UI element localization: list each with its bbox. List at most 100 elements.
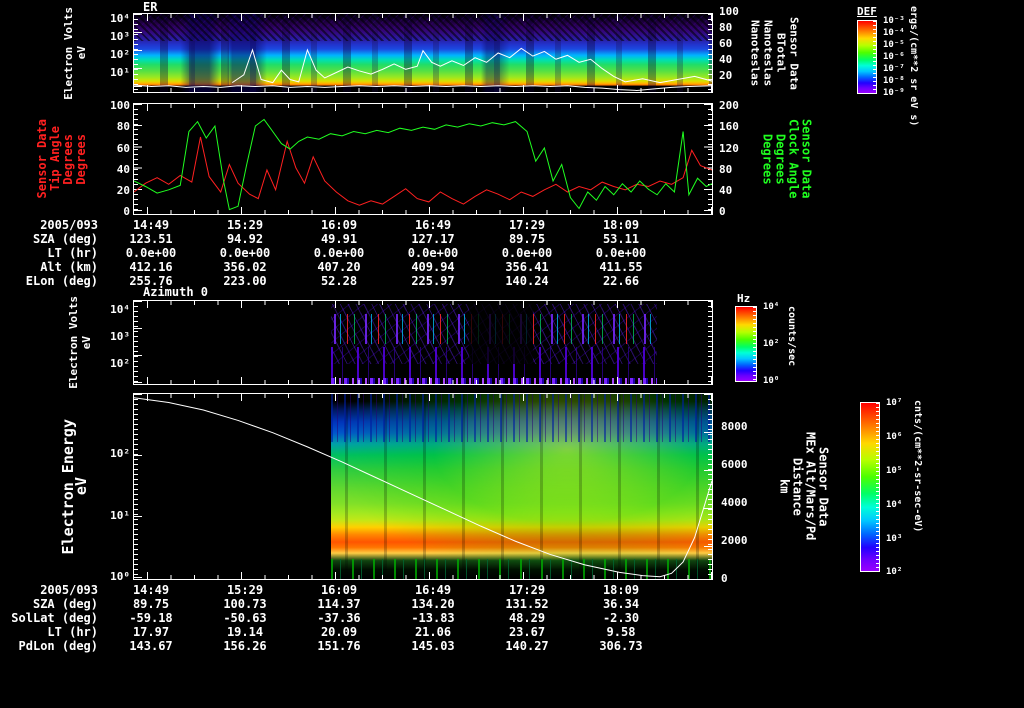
ytick-label: 10³ (110, 30, 130, 43)
colorbar-tick: 10⁴ (886, 500, 903, 510)
ytick-label: 10¹ (110, 509, 130, 522)
right-ytick-label: 0 (719, 205, 726, 218)
cell: 18:09 (602, 583, 640, 597)
right-ytick-label: 0 (721, 572, 728, 585)
mex-ephemeris-table: 2005/093 14:49 15:29 16:09 16:49 17:29 18:09 … (0, 583, 668, 653)
ytick-label: 10¹ (110, 66, 130, 79)
cell: 0.0e+00 (595, 246, 647, 260)
colorbar-def-unit: ergs/(cm**2 sr eV s) (908, 6, 919, 127)
er-ephemeris-table: 2005/093 14:49 15:29 16:09 16:49 17:29 18:09 … (0, 218, 668, 288)
right-ytick-label: 4000 (721, 496, 748, 509)
row-label: SZA (deg) (32, 232, 98, 246)
cell: 0.0e+00 (407, 246, 459, 260)
cell: 16:09 (320, 583, 358, 597)
row-label: 2005/093 (40, 218, 98, 232)
right-ytick-label: 60 (719, 37, 733, 50)
panel-energy-ylabel: Electron Energy eV (58, 418, 90, 555)
row-label: ELon (deg) (25, 274, 98, 288)
colorbar-hz (735, 306, 757, 382)
cell: 356.02 (223, 260, 267, 274)
right-ytick-label: 40 (719, 184, 733, 197)
colorbar-tick: 10⁻⁸ (883, 76, 905, 86)
panel-az-ylabel: Electron Volts eV (66, 296, 93, 389)
colorbar-def-title: DEF (857, 5, 877, 18)
cell: 9.58 (606, 625, 636, 639)
right-ytick-label: 2000 (721, 534, 748, 547)
cell: 14:49 (132, 583, 170, 597)
cell: 131.52 (505, 597, 549, 611)
cell: 134.20 (411, 597, 455, 611)
cell: 16:49 (414, 218, 452, 232)
panel-angles-left-label: Sensor Data Tip Angle Degrees Degrees (34, 119, 88, 199)
cell: 100.73 (223, 597, 267, 611)
colorbar-tick: 10² (886, 567, 903, 577)
cell: 17:29 (508, 218, 546, 232)
panel-az-frame (133, 300, 713, 385)
ytick-label: 10⁴ (110, 12, 130, 25)
cell: 16:09 (320, 218, 358, 232)
colorbar-flux-unit: cnts/(cm**2-sr-sec-eV) (912, 400, 923, 533)
cell: 356.41 (505, 260, 549, 274)
cell: 407.20 (317, 260, 361, 274)
cell: 140.27 (505, 639, 549, 653)
ytick-label: 10² (110, 48, 130, 61)
ytick-label: 10⁰ (110, 570, 130, 583)
colorbar-tick: 10⁰ (763, 376, 780, 386)
cell: 0.0e+00 (125, 246, 177, 260)
colorbar-tick: 10⁻⁶ (883, 52, 905, 62)
ytick-label: 10² (110, 447, 130, 460)
cell: 223.00 (223, 274, 267, 288)
cell: 0.0e+00 (313, 246, 365, 260)
ytick-label: 10³ (110, 330, 130, 343)
ytick-label: 40 (116, 163, 130, 176)
right-ytick-label: 20 (719, 69, 733, 82)
cell: 14:49 (132, 218, 170, 232)
cell: 127.17 (411, 232, 455, 246)
cell: 48.29 (508, 611, 546, 625)
right-ytick-label: 160 (719, 120, 739, 133)
cell: 411.55 (599, 260, 643, 274)
panel-er-frame (133, 13, 713, 93)
cell: 21.06 (414, 625, 452, 639)
cell: 15:29 (226, 218, 264, 232)
right-ytick-label: 120 (719, 142, 739, 155)
colorbar-tick: 10⁷ (886, 398, 903, 408)
colorbar-hz-title: Hz (737, 292, 751, 305)
er-overlay-lines (134, 14, 712, 92)
cell: 19.14 (226, 625, 264, 639)
ytick-label: 60 (116, 142, 130, 155)
panel-angles-frame (133, 103, 713, 215)
colorbar-tick: 10⁴ (763, 302, 780, 312)
colorbar-tick: 10⁵ (886, 466, 903, 476)
ytick-label: 10⁴ (110, 303, 130, 316)
clock-angle-line (134, 119, 712, 209)
cell: 156.26 (223, 639, 267, 653)
colorbar-flux (860, 402, 880, 572)
colorbar-tick: 10⁻⁷ (883, 64, 905, 74)
colorbar-tick: 10³ (886, 534, 903, 544)
cell: 23.67 (508, 625, 546, 639)
tip-angle-line (134, 137, 712, 205)
cell: -50.63 (223, 611, 267, 625)
right-ytick-label: 80 (719, 21, 733, 34)
cell: 52.28 (320, 274, 358, 288)
cell: 49.91 (320, 232, 358, 246)
colorbar-tick: 10⁻⁴ (883, 28, 905, 38)
btotal-baseline-line (134, 85, 712, 90)
colorbar-tick: 10² (763, 339, 780, 349)
cell: 140.24 (505, 274, 549, 288)
row-label: SZA (deg) (32, 597, 98, 611)
row-label: PdLon (deg) (18, 639, 98, 653)
cell: 53.11 (602, 232, 640, 246)
cell: 151.76 (317, 639, 361, 653)
cell: 22.66 (602, 274, 640, 288)
right-ytick-label: 80 (719, 163, 733, 176)
altitude-overlay (134, 394, 712, 579)
cell: 255.76 (129, 274, 173, 288)
panel-er-ylabel: Electron Volts eV (61, 6, 88, 100)
colorbar-hz-unit: counts/sec (786, 306, 797, 367)
right-ytick-label: 100 (719, 5, 739, 18)
panel-energy-right-label: Sensor Data MEx Alt/Mars/Pd Distance km (777, 432, 831, 541)
colorbar-tick: 10⁶ (886, 432, 903, 442)
right-ytick-label: 8000 (721, 420, 748, 433)
